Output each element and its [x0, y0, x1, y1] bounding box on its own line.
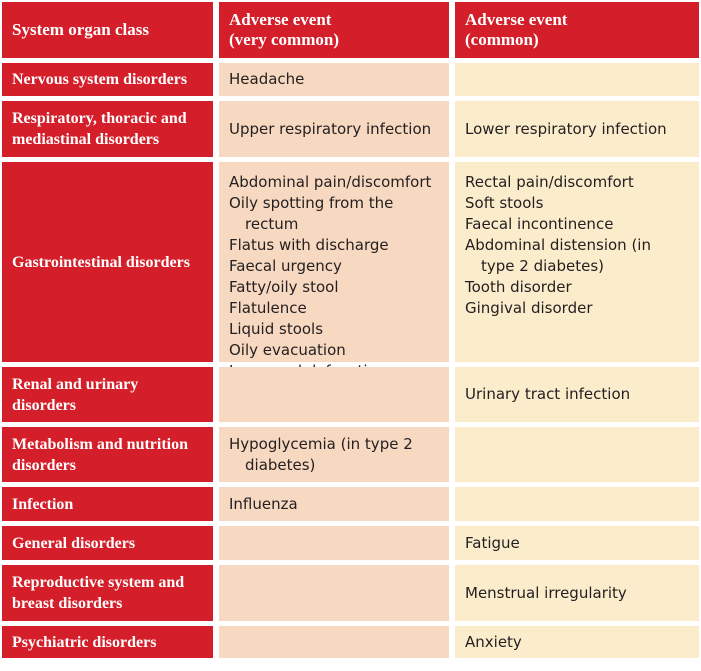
organ-class-cell: Reproductive system and breast disorders: [2, 565, 213, 621]
adverse-event-item: Tooth disorder: [465, 278, 572, 296]
very-common-cell: [219, 526, 449, 560]
common-cell: Rectal pain/discomfort Soft stools Faecal …: [455, 162, 699, 362]
adverse-event-item: Soft stools: [465, 194, 544, 212]
adverse-event-item: Oily spotting from the rectum: [229, 194, 394, 233]
adverse-event-item: Abdominal distension (in type 2 diabetes…: [465, 236, 651, 275]
adverse-event-item: Faecal incontinence: [465, 215, 614, 233]
very-common-cell: Hypoglycemia (in type 2 diabetes): [219, 427, 449, 482]
adverse-event-item: Liquid stools: [229, 320, 324, 338]
organ-class-cell: Renal and urinary disorders: [2, 367, 213, 422]
very-common-cell: Upper respiratory infection: [219, 101, 449, 157]
organ-class-cell: Metabolism and nutrition disorders: [2, 427, 213, 482]
adverse-event-item: Gingival disorder: [465, 299, 593, 317]
adverse-event-item: Flatulence: [229, 299, 307, 317]
header-organ-class: System organ class: [2, 2, 213, 58]
very-common-cell: Abdominal pain/discomfort Oily spotting f…: [219, 162, 449, 380]
organ-class-cell: Psychiatric disorders: [2, 626, 213, 658]
adverse-event-item: Headache: [229, 70, 305, 88]
header-common-line1: Adverse event: [465, 10, 568, 29]
very-common-cell: [219, 626, 449, 658]
adverse-event-item: Anxiety: [465, 632, 522, 651]
common-cell: Fatigue: [455, 526, 699, 560]
common-cell: Urinary tract infection: [455, 367, 699, 422]
common-cell: Lower respiratory infection: [455, 101, 699, 157]
adverse-event-item: Lower respiratory infection: [465, 119, 667, 138]
header-very-common: Adverse event (very common): [219, 2, 449, 58]
adverse-event-item: Fatigue: [465, 533, 520, 552]
header-very-common-line1: Adverse event: [229, 10, 332, 29]
adverse-events-table: System organ class Adverse event (very c…: [2, 2, 699, 658]
header-organ-class-label: System organ class: [12, 20, 149, 39]
common-cell: [455, 63, 699, 96]
header-common-line2: (common): [465, 30, 539, 49]
adverse-event-item: Fatty/oily stool: [229, 278, 339, 296]
organ-class-cell: Infection: [2, 487, 213, 521]
adverse-event-item: Influenza: [229, 494, 298, 513]
header-very-common-line2: (very common): [229, 30, 339, 49]
common-cell: Anxiety: [455, 626, 699, 658]
adverse-event-item: Faecal urgency: [229, 257, 342, 275]
very-common-cell: Headache: [219, 63, 449, 96]
organ-class-cell: Gastrointestinal disorders: [2, 162, 213, 362]
adverse-event-item: Abdominal pain/discomfort: [229, 173, 432, 191]
header-common: Adverse event (common): [455, 2, 699, 58]
adverse-event-item: Rectal pain/discomfort: [465, 173, 634, 191]
adverse-event-item: Oily evacuation: [229, 341, 346, 359]
organ-class-cell: Respiratory, thoracic and mediastinal di…: [2, 101, 213, 157]
common-cell: Menstrual irregularity: [455, 565, 699, 621]
organ-class-cell: General disorders: [2, 526, 213, 560]
very-common-cell: [219, 367, 449, 422]
adverse-event-item: Flatus with discharge: [229, 236, 389, 254]
very-common-cell: [219, 565, 449, 621]
adverse-event-item: Urinary tract infection: [465, 385, 631, 403]
common-cell: [455, 487, 699, 521]
adverse-event-item: Menstrual irregularity: [465, 583, 627, 602]
adverse-event-item: Hypoglycemia (in type 2 diabetes): [229, 434, 413, 474]
very-common-cell: Influenza: [219, 487, 449, 521]
common-cell: [455, 427, 699, 482]
organ-class-cell: Nervous system disorders: [2, 63, 213, 96]
adverse-event-item: Upper respiratory infection: [229, 119, 432, 138]
